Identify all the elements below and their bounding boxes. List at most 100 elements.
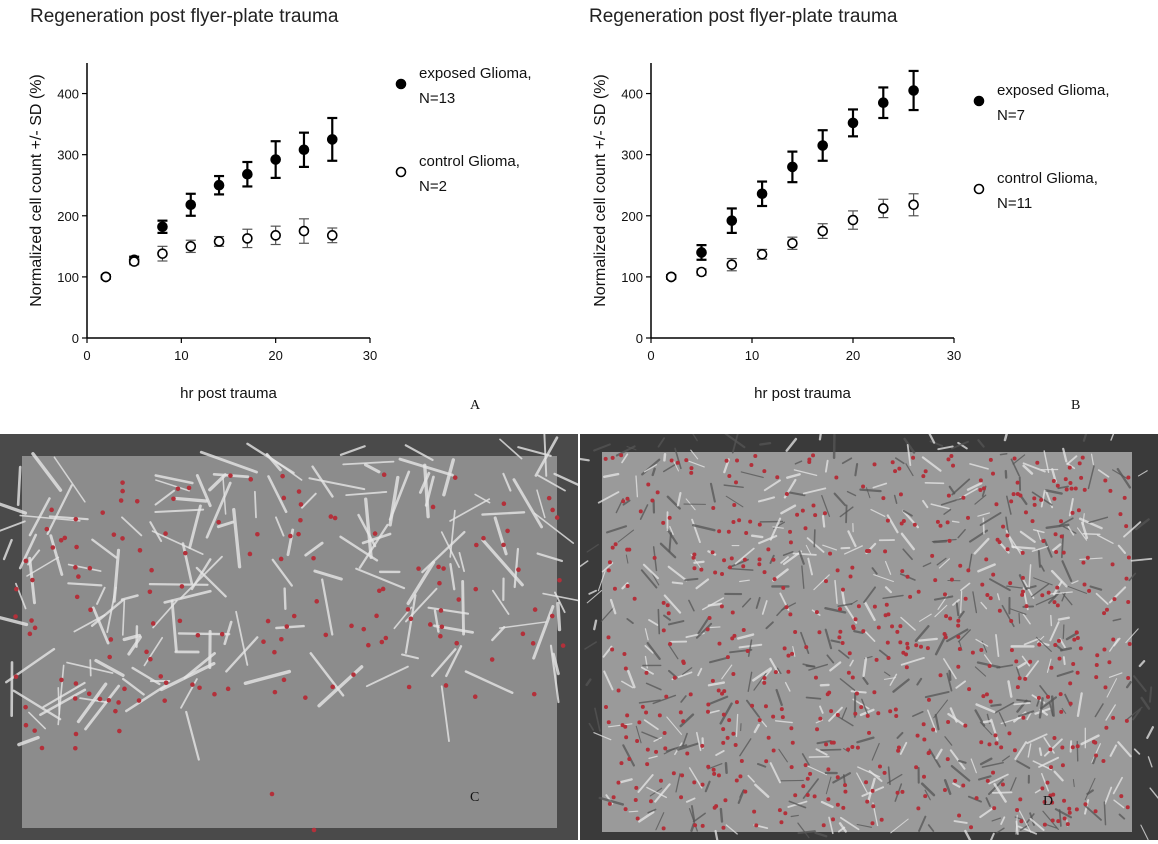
cell-texture: [977, 512, 991, 517]
cell-nucleus-marker: [692, 552, 697, 557]
cell-nucleus-marker: [610, 455, 615, 460]
cell-nucleus-marker: [452, 475, 458, 480]
cell-nucleus-marker: [1126, 475, 1131, 480]
cell-nucleus-marker: [88, 607, 93, 613]
cell-texture: [640, 569, 658, 589]
cell-texture: [1062, 656, 1066, 666]
cell-process: [181, 542, 194, 585]
cell-nucleus-marker: [706, 702, 711, 707]
cell-nucleus-marker: [607, 560, 612, 565]
cell-texture: [1061, 707, 1067, 714]
cell-texture: [862, 677, 869, 685]
cell-texture: [586, 543, 599, 553]
cell-nucleus-marker: [366, 642, 371, 648]
cell-texture: [1110, 434, 1115, 441]
cell-texture: [856, 736, 875, 744]
cell-process: [421, 530, 466, 574]
cell-texture: [995, 634, 1000, 657]
cell-nucleus-marker: [474, 542, 479, 548]
cell-texture: [745, 699, 761, 719]
cell-nucleus-marker: [163, 680, 169, 686]
cell-nucleus-marker: [638, 509, 643, 514]
cell-nucleus-marker: [1052, 600, 1057, 605]
cell-nucleus-marker: [49, 507, 54, 513]
cell-texture: [884, 586, 892, 594]
cell-process: [339, 445, 366, 456]
cell-texture: [977, 775, 992, 781]
cell-texture: [805, 544, 812, 555]
cell-texture: [996, 827, 1005, 834]
cell-nucleus-marker: [1081, 560, 1086, 565]
cell-nucleus-marker: [1103, 685, 1108, 690]
cell-nucleus-marker: [897, 466, 902, 471]
cell-nucleus-marker: [640, 704, 645, 709]
cell-texture: [819, 748, 842, 751]
cell-nucleus-marker: [1104, 607, 1109, 612]
cell-texture: [927, 709, 937, 733]
cell-texture: [690, 449, 699, 460]
cell-nucleus-marker: [905, 574, 910, 579]
cell-nucleus-marker: [914, 643, 919, 648]
cell-nucleus-marker: [925, 646, 930, 651]
cell-nucleus-marker: [780, 715, 785, 720]
cell-nucleus-marker: [710, 550, 715, 555]
cell-texture: [933, 595, 954, 601]
cell-texture: [690, 805, 696, 822]
cell-texture: [697, 667, 703, 677]
legend-label-n: N=2: [419, 178, 447, 195]
cell-nucleus-marker: [1118, 512, 1123, 517]
cell-nucleus-marker: [888, 709, 893, 714]
cell-nucleus-marker: [793, 793, 798, 798]
cell-nucleus-marker: [296, 489, 302, 494]
cell-nucleus-marker: [876, 711, 881, 716]
cell-process: [84, 684, 121, 731]
cell-nucleus-marker: [281, 495, 287, 501]
cell-texture: [982, 517, 985, 535]
cell-texture: [968, 553, 973, 571]
cell-process: [122, 677, 145, 696]
y-tick-label: 100: [57, 270, 79, 285]
cell-nucleus-marker: [1011, 492, 1016, 497]
cell-nucleus-marker: [956, 634, 961, 639]
cell-nucleus-marker: [1049, 765, 1054, 770]
cell-nucleus-marker: [86, 691, 92, 697]
cell-texture: [638, 699, 661, 704]
cell-texture: [761, 600, 768, 615]
cell-texture: [883, 671, 891, 677]
y-tick-label: 400: [57, 87, 79, 102]
panel-label-c: C: [470, 790, 480, 805]
cell-texture: [1106, 678, 1118, 698]
cell-nucleus-marker: [855, 745, 860, 750]
cell-nucleus-marker: [323, 632, 329, 638]
cell-nucleus-marker: [938, 673, 943, 678]
cell-nucleus-marker: [991, 770, 996, 775]
cell-nucleus-marker: [727, 474, 732, 479]
cell-nucleus-marker: [737, 518, 742, 523]
cell-nucleus-marker: [951, 463, 956, 468]
cell-nucleus-marker: [632, 596, 637, 601]
cell-nucleus-marker: [699, 567, 704, 572]
cell-texture: [818, 434, 822, 441]
cell-nucleus-marker: [734, 778, 739, 783]
cell-texture: [1050, 569, 1068, 588]
cell-nucleus-marker: [1070, 510, 1075, 515]
cell-nucleus-marker: [62, 535, 68, 541]
cell-texture: [723, 484, 744, 489]
cell-nucleus-marker: [807, 459, 812, 464]
cell-texture: [1017, 825, 1038, 835]
cell-nucleus-marker: [872, 690, 877, 695]
cell-nucleus-marker: [383, 635, 389, 641]
cell-nucleus-marker: [665, 603, 670, 608]
cell-texture: [991, 817, 1002, 822]
cell-nucleus-marker: [1068, 701, 1073, 706]
cell-nucleus-marker: [147, 589, 153, 595]
cell-texture: [659, 542, 677, 559]
cell-nucleus-marker: [550, 507, 555, 513]
cell-nucleus-marker: [870, 821, 875, 826]
cell-nucleus-marker: [781, 585, 786, 590]
chart-title-b: Regeneration post flyer-plate trauma: [589, 6, 898, 27]
cell-nucleus-marker: [1126, 599, 1131, 604]
cell-nucleus-marker: [734, 700, 739, 705]
cell-texture: [1033, 529, 1045, 534]
cell-texture: [735, 713, 739, 737]
